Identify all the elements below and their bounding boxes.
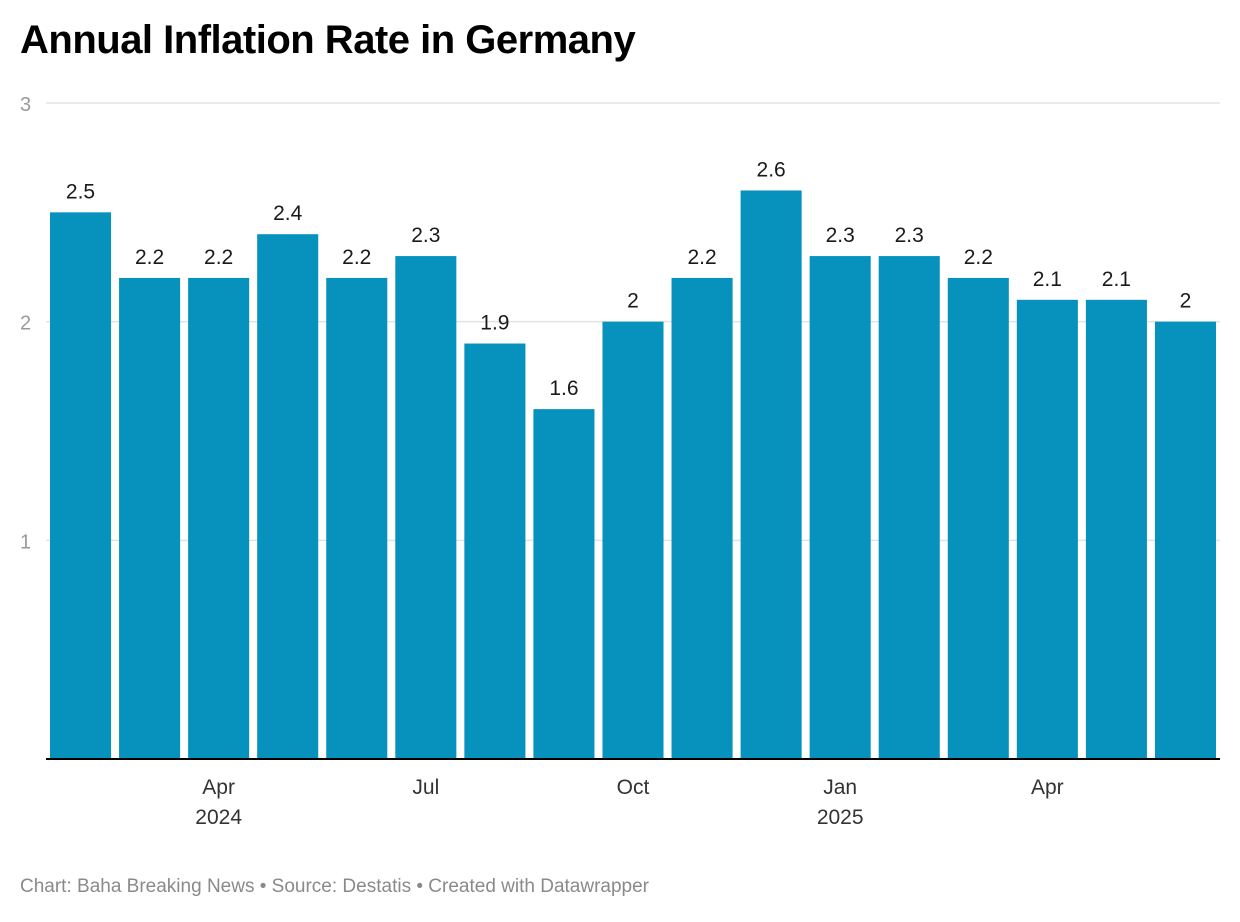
y-tick-label: 2 bbox=[20, 313, 31, 335]
bars bbox=[50, 190, 1216, 760]
bar bbox=[602, 321, 664, 759]
bar bbox=[740, 190, 802, 759]
bar bbox=[1154, 321, 1216, 759]
x-tick-label: Apr bbox=[202, 776, 235, 799]
data-labels: 2.5 2.2 2.2 2.4 2.2 2.3 1.9 1.6 2 2.2 2.6 2.3 2.3 2.2… bbox=[66, 158, 1191, 400]
x-tick-label: Apr bbox=[1031, 776, 1064, 799]
data-label: 2.2 bbox=[135, 246, 164, 269]
footer-created-with: Created with Datawrapper bbox=[428, 876, 650, 897]
bar bbox=[119, 277, 181, 759]
data-label: 2.3 bbox=[895, 224, 924, 247]
bar bbox=[464, 343, 526, 759]
data-label: 2.1 bbox=[1102, 268, 1131, 291]
data-label: 2.5 bbox=[66, 180, 95, 203]
bar bbox=[947, 277, 1009, 759]
bar bbox=[50, 212, 112, 760]
footer-source: Source: Destatis bbox=[271, 876, 412, 897]
chart-footer: Chart: Baha Breaking News • Source: Dest… bbox=[20, 876, 649, 898]
bar bbox=[395, 256, 457, 759]
x-tick-year-label: 2024 bbox=[195, 806, 242, 829]
bar bbox=[809, 256, 871, 759]
data-label: 2.2 bbox=[204, 246, 233, 269]
y-tick-label: 3 bbox=[20, 94, 31, 116]
x-tick-label: Jul bbox=[412, 776, 439, 799]
x-tick-label: Oct bbox=[617, 776, 650, 799]
data-label: 2.2 bbox=[964, 246, 993, 269]
bar bbox=[1085, 299, 1147, 759]
data-label: 2.2 bbox=[687, 246, 716, 269]
x-tick-year-label: 2025 bbox=[817, 806, 864, 829]
data-label: 2.2 bbox=[342, 246, 371, 269]
bar bbox=[671, 277, 733, 759]
axes: Apr 2024 Jul Oct Jan 2025 Apr bbox=[46, 758, 1220, 829]
data-label: 2.6 bbox=[757, 158, 786, 181]
data-label: 2 bbox=[627, 290, 639, 313]
x-tick-label: Jan bbox=[823, 776, 857, 799]
data-label: 1.6 bbox=[549, 377, 578, 400]
footer-chart-credit: Chart: Baha Breaking News bbox=[20, 876, 255, 897]
footer-separator: • bbox=[411, 876, 429, 897]
bar bbox=[326, 277, 388, 759]
bar bbox=[533, 409, 595, 759]
y-tick-label: 1 bbox=[20, 531, 31, 553]
data-label: 2.3 bbox=[411, 224, 440, 247]
bar bbox=[1016, 299, 1078, 759]
bar-chart: 123 2.52.2 2.22.42.22.31.91.622.22.62.3 2.… bbox=[20, 94, 1220, 829]
data-label: 2.1 bbox=[1033, 268, 1062, 291]
data-label: 1.9 bbox=[480, 312, 509, 335]
chart-title: Annual Inflation Rate in Germany bbox=[20, 18, 636, 62]
bar bbox=[878, 256, 940, 759]
data-label: 2 bbox=[1180, 290, 1192, 313]
data-label: 2.4 bbox=[273, 202, 303, 225]
data-label: 2.3 bbox=[826, 224, 855, 247]
bar bbox=[257, 234, 319, 759]
bar bbox=[188, 277, 250, 759]
footer-separator: • bbox=[254, 876, 272, 897]
